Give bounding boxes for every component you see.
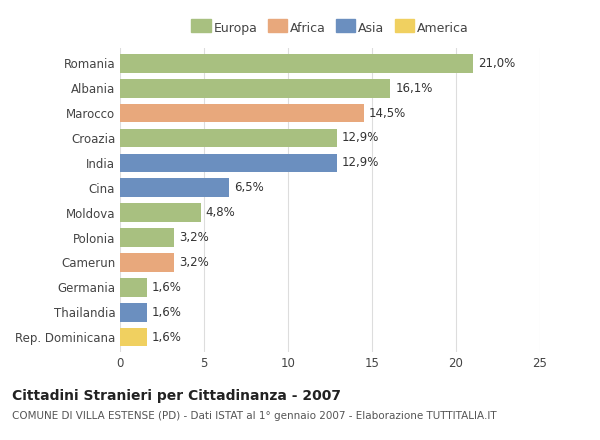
Text: 6,5%: 6,5% (234, 181, 264, 194)
Bar (120, 303, 147, 322)
Legend: Europa, Africa, Asia, America: Europa, Africa, Asia, America (187, 18, 473, 39)
Bar (120, 104, 364, 122)
Text: 4,8%: 4,8% (206, 206, 235, 219)
Text: 1,6%: 1,6% (152, 281, 182, 294)
Bar (120, 228, 174, 247)
Text: 3,2%: 3,2% (179, 256, 209, 269)
Bar (120, 328, 147, 346)
Bar (120, 128, 337, 147)
Text: 3,2%: 3,2% (179, 231, 209, 244)
Text: 1,6%: 1,6% (152, 306, 182, 319)
Bar (120, 253, 174, 272)
Text: 1,6%: 1,6% (152, 330, 182, 344)
Text: 12,9%: 12,9% (342, 156, 379, 169)
Text: 14,5%: 14,5% (368, 106, 406, 120)
Bar (120, 154, 337, 172)
Bar (120, 278, 147, 297)
Text: 12,9%: 12,9% (342, 132, 379, 144)
Bar (120, 79, 391, 98)
Text: COMUNE DI VILLA ESTENSE (PD) - Dati ISTAT al 1° gennaio 2007 - Elaborazione TUTT: COMUNE DI VILLA ESTENSE (PD) - Dati ISTA… (12, 411, 497, 422)
Text: 21,0%: 21,0% (478, 57, 515, 70)
Bar (120, 54, 473, 73)
Text: 16,1%: 16,1% (395, 82, 433, 95)
Text: Cittadini Stranieri per Cittadinanza - 2007: Cittadini Stranieri per Cittadinanza - 2… (12, 389, 341, 403)
Bar (120, 179, 229, 197)
Bar (120, 203, 200, 222)
